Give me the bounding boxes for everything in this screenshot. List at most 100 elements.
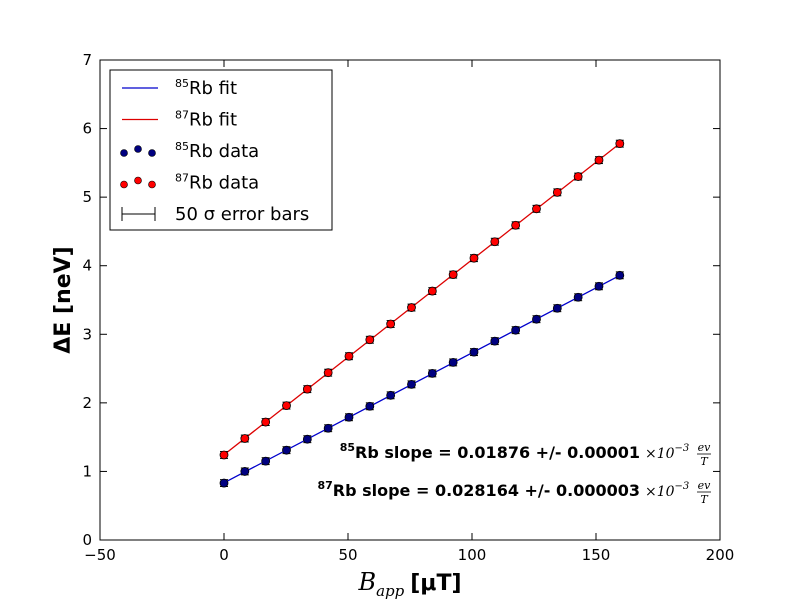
legend-sup: 87: [175, 172, 189, 185]
data-point: [427, 368, 437, 378]
data-point: [261, 456, 271, 466]
data-point: [448, 357, 458, 367]
data-point: [219, 450, 229, 460]
data-point: [407, 379, 416, 389]
annotation-87: 87Rb slope = 0.028164 +/- 0.000003 ×10−3…: [317, 479, 711, 506]
legend-label: 85Rb data: [175, 140, 259, 162]
x-label-unit: [μT]: [410, 571, 461, 596]
annotation-85-frac-num: ev: [698, 441, 712, 454]
y-tick-label: 0: [82, 531, 92, 549]
annotation-85-frac-den: T: [700, 455, 709, 468]
y-tick-label: 4: [82, 257, 92, 275]
data-point: [573, 292, 583, 302]
data-point: [573, 172, 583, 181]
legend-text: Rb data: [189, 173, 259, 194]
series-1: [219, 139, 625, 460]
data-point: [469, 347, 479, 357]
annotation-87-sup: 87: [317, 479, 332, 492]
data-point: [365, 335, 375, 345]
legend-text: Rb fit: [189, 78, 237, 99]
annotation-87-frac-num: ev: [698, 479, 712, 492]
annotation-85-math: ×10: [645, 446, 675, 462]
data-point: [594, 281, 604, 291]
data-point: [219, 478, 229, 488]
data-point: [240, 467, 250, 476]
legend-label: 87Rb data: [175, 172, 259, 194]
x-tick-label: 0: [219, 546, 229, 564]
y-tick-label: 3: [82, 325, 92, 343]
legend-sup: 87: [175, 109, 189, 122]
y-tick-label: 5: [82, 188, 92, 206]
svg-text:87Rb slope = 0.028164 +/- 0.00: 87Rb slope = 0.028164 +/- 0.000003: [317, 479, 640, 500]
y-tick-label: 2: [82, 394, 92, 412]
legend-dot-swatch: [148, 180, 156, 189]
data-point: [594, 155, 604, 165]
legend-label: 85Rb fit: [175, 77, 237, 99]
data-point: [240, 434, 250, 443]
legend-entry-1: 87Rb fit: [122, 109, 237, 131]
data-point: [282, 401, 291, 411]
legend-sup: 85: [175, 140, 189, 153]
annotation-87-exp: −3: [675, 481, 690, 492]
legend-text: Rb data: [189, 141, 259, 162]
annotation-87-frac-den: T: [700, 493, 709, 506]
y-tick-label: 6: [82, 120, 92, 138]
data-point: [532, 314, 541, 324]
x-tick-label: 50: [338, 546, 357, 564]
data-point: [344, 412, 354, 422]
y-tick-label: 1: [82, 462, 92, 480]
legend-sup: 85: [175, 77, 189, 90]
x-axis-label: Bapp [μT]: [357, 568, 461, 600]
data-point: [511, 220, 521, 230]
data-point: [490, 237, 500, 247]
svg-text:85Rb slope = 0.01876 +/- 0.000: 85Rb slope = 0.01876 +/- 0.00001: [340, 441, 640, 462]
svg-text:×10−3: ×10−3: [645, 481, 689, 500]
legend-entry-4: 50 σ error bars: [121, 204, 309, 225]
legend-dot-swatch: [134, 176, 142, 185]
legend-dot-swatch: [134, 145, 142, 153]
x-label-sub: app: [376, 582, 405, 600]
legend-label: 87Rb fit: [175, 109, 237, 131]
y-tick-label: 7: [82, 51, 92, 69]
data-point: [323, 423, 333, 433]
legend-dot-swatch: [120, 180, 128, 189]
data-point: [511, 325, 521, 335]
x-tick-label: 200: [706, 546, 735, 564]
x-label-base: B: [357, 568, 376, 596]
data-point: [552, 303, 562, 313]
data-layer: [219, 139, 625, 488]
annotation-87-math: ×10: [645, 484, 675, 500]
annotation-85-exp: −3: [675, 443, 690, 454]
data-point: [302, 434, 312, 444]
data-point: [365, 401, 375, 411]
data-point: [302, 384, 312, 394]
annotation-85-sup: 85: [340, 441, 355, 454]
data-point: [552, 187, 562, 197]
legend-text: Rb fit: [189, 110, 237, 131]
data-point: [323, 368, 333, 378]
data-point: [407, 303, 416, 312]
data-point: [532, 204, 541, 214]
data-point: [615, 270, 625, 280]
data-point: [386, 390, 396, 400]
legend-entry-2: 85Rb data: [120, 140, 259, 162]
x-tick-label: 150: [582, 546, 611, 564]
x-tick-label: 100: [458, 546, 487, 564]
series-0: [219, 270, 625, 488]
x-tick-label: −50: [84, 546, 116, 564]
legend-label: 50 σ error bars: [175, 204, 309, 225]
data-point: [615, 139, 625, 149]
data-point: [344, 351, 354, 361]
data-point: [386, 319, 396, 329]
data-point: [261, 417, 271, 427]
annotation-87-text: Rb slope = 0.028164 +/- 0.000003: [333, 481, 640, 500]
svg-text:×10−3: ×10−3: [645, 443, 689, 462]
data-point: [427, 286, 437, 296]
annotation-85: 85Rb slope = 0.01876 +/- 0.00001 ×10−3 e…: [340, 441, 711, 468]
legend-dot-swatch: [120, 149, 128, 157]
legend-entry-3: 87Rb data: [120, 172, 259, 194]
data-point: [469, 253, 479, 263]
